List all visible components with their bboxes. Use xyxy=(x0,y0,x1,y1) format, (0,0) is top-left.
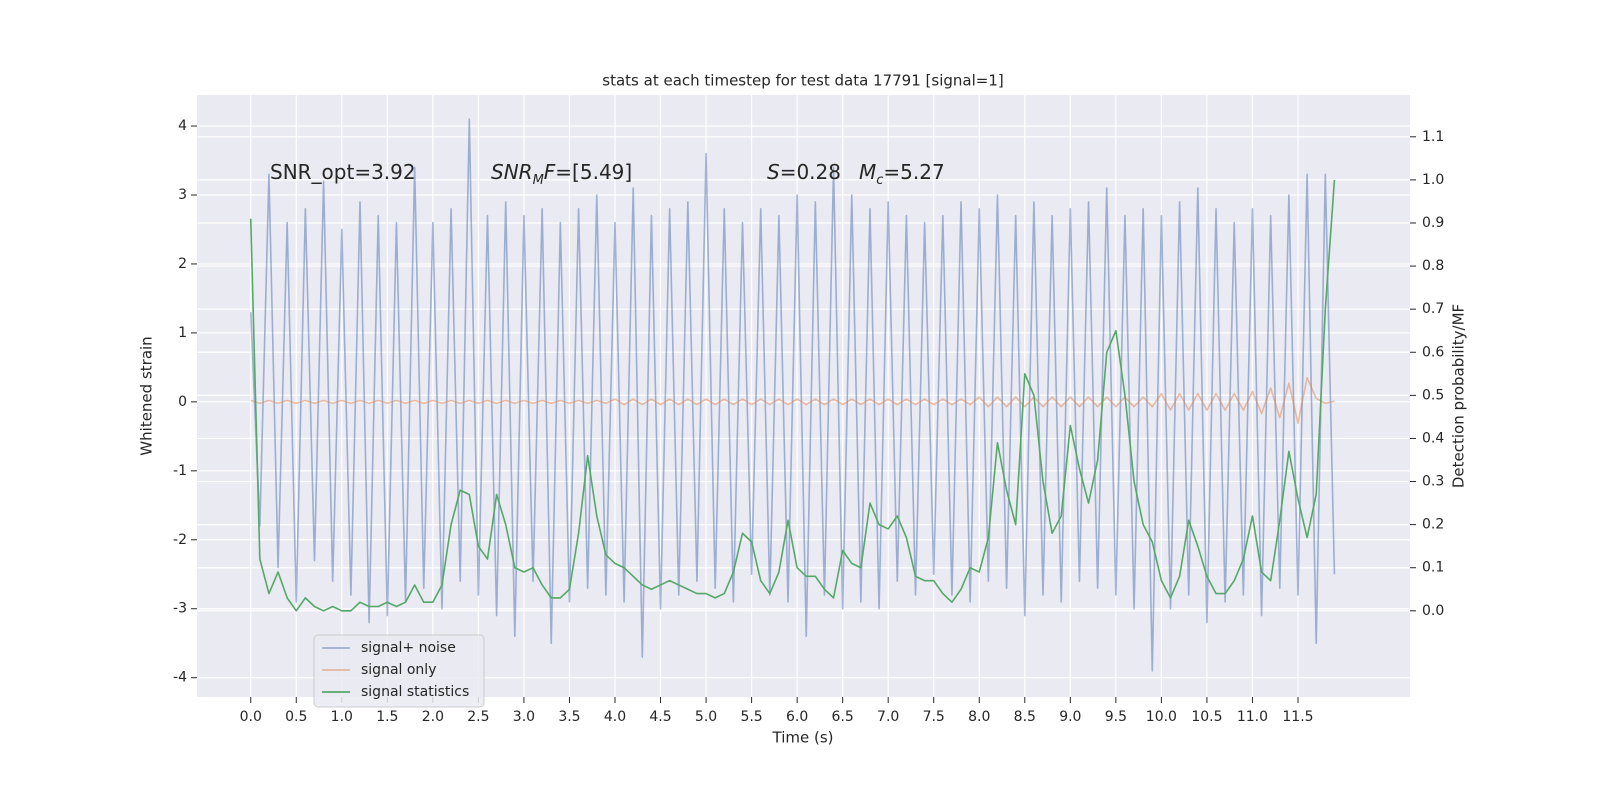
legend-label: signal statistics xyxy=(361,684,469,700)
y-tick-label: -4 xyxy=(173,670,187,686)
y2-tick-label: 0.4 xyxy=(1422,430,1444,446)
y2-tick-label: 0.5 xyxy=(1422,387,1444,403)
y2-tick-label: 0.0 xyxy=(1422,603,1444,619)
annotation-part: S xyxy=(767,160,780,184)
x-tick-label: 2.0 xyxy=(422,709,444,725)
annotation-part: c xyxy=(876,173,883,188)
legend-label: signal only xyxy=(361,662,436,678)
annotation-part: =0.28 xyxy=(780,160,841,184)
annotation-part: M xyxy=(533,173,544,188)
x-tick-label: 5.5 xyxy=(740,709,762,725)
annotation-part: SNR xyxy=(491,160,533,184)
x-tick-label: 4.5 xyxy=(649,709,671,725)
y2-tick-label: 0.9 xyxy=(1422,215,1444,231)
y-tick-label: 4 xyxy=(178,118,187,134)
series-line xyxy=(249,179,1336,612)
y2-tick-label: 0.2 xyxy=(1422,517,1444,533)
annotation-part: SNR_opt=3.92 xyxy=(270,160,416,184)
x-tick-label: 1.5 xyxy=(376,709,398,725)
annotation: SNR_opt=3.92 xyxy=(270,160,416,184)
legend-label: signal+ noise xyxy=(361,640,456,656)
x-tick-label: 10.5 xyxy=(1191,709,1222,725)
annotation-part: =[5.49] xyxy=(555,160,632,184)
x-tick-label: 9.5 xyxy=(1105,709,1127,725)
x-tick-label: 7.0 xyxy=(877,709,899,725)
annotation-part: F xyxy=(544,160,556,184)
legend-box xyxy=(313,634,485,708)
y-tick-label: 1 xyxy=(178,325,187,341)
annotation: Mc=5.27 xyxy=(859,160,945,189)
y-tick-label: -3 xyxy=(173,601,187,617)
series-line xyxy=(249,118,1336,672)
y-tick-label: -2 xyxy=(173,532,187,548)
x-tick-label: 0.0 xyxy=(240,709,262,725)
chart-title: stats at each timestep for test data 177… xyxy=(602,72,1003,90)
x-tick-label: 3.0 xyxy=(513,709,535,725)
y2-tick-label: 0.1 xyxy=(1422,560,1444,576)
y2-tick-label: 0.7 xyxy=(1422,301,1444,317)
x-tick-label: 6.5 xyxy=(832,709,854,725)
x-tick-label: 11.5 xyxy=(1282,709,1313,725)
x-tick-label: 6.0 xyxy=(786,709,808,725)
x-tick-label: 2.5 xyxy=(467,709,489,725)
y2-tick-label: 0.6 xyxy=(1422,344,1444,360)
y-tick-label: -1 xyxy=(173,463,187,479)
x-tick-label: 9.0 xyxy=(1059,709,1081,725)
y-tick-label: 0 xyxy=(178,394,187,410)
y-tick-label: 2 xyxy=(178,256,187,272)
x-tick-label: 4.0 xyxy=(604,709,626,725)
y2-tick-label: 1.1 xyxy=(1422,129,1444,145)
x-tick-label: 7.5 xyxy=(923,709,945,725)
x-tick-label: 5.0 xyxy=(695,709,717,725)
y-axis-label: Whitened strain xyxy=(138,336,156,455)
x-tick-label: 10.0 xyxy=(1146,709,1177,725)
annotation-part: M xyxy=(859,160,876,184)
annotation-part: =5.27 xyxy=(883,160,944,184)
x-axis-label: Time (s) xyxy=(772,729,834,747)
y2-tick-label: 0.8 xyxy=(1422,258,1444,274)
x-tick-label: 8.5 xyxy=(1014,709,1036,725)
x-tick-label: 11.0 xyxy=(1237,709,1268,725)
series-line xyxy=(250,376,1335,425)
y2-tick-label: 0.3 xyxy=(1422,474,1444,490)
annotation: S=0.28 xyxy=(767,160,841,184)
x-tick-label: 8.0 xyxy=(968,709,990,725)
x-tick-label: 1.0 xyxy=(331,709,353,725)
y-tick-label: 3 xyxy=(178,187,187,203)
x-tick-label: 3.5 xyxy=(558,709,580,725)
annotation: SNRMF=[5.49] xyxy=(491,160,632,189)
x-tick-label: 0.5 xyxy=(285,709,307,725)
y2-tick-label: 1.0 xyxy=(1422,172,1444,188)
y2-axis-label: Detection probability/MF xyxy=(1450,304,1468,488)
